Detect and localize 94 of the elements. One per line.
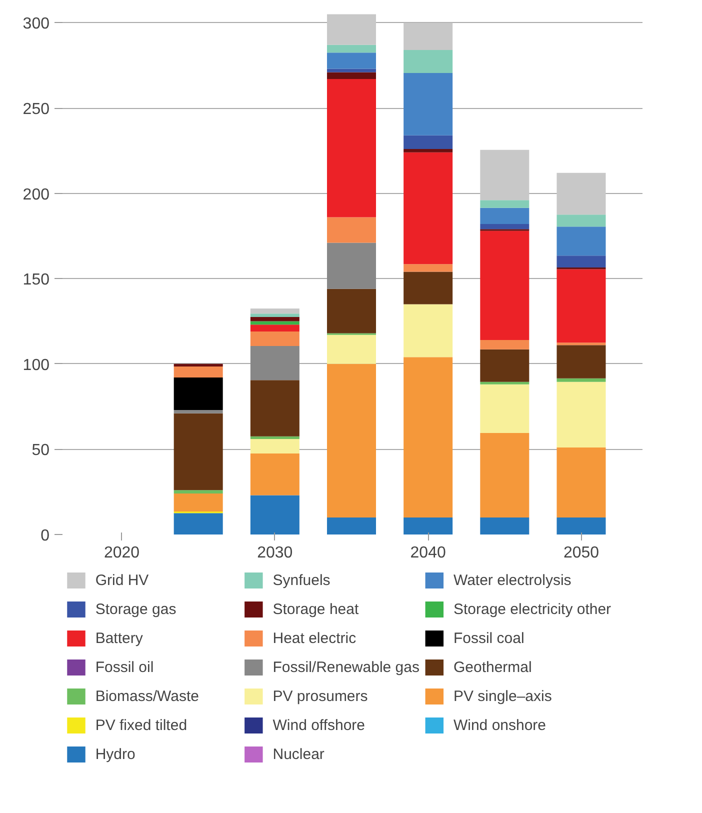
bar bbox=[326, 79, 376, 218]
legend-label: Battery bbox=[95, 630, 144, 647]
y-tick-label: 200 bbox=[22, 186, 50, 204]
bar bbox=[404, 50, 453, 74]
bar bbox=[480, 340, 530, 350]
bar bbox=[174, 364, 223, 366]
bar bbox=[556, 226, 606, 256]
bar bbox=[326, 44, 376, 53]
legend-label: Hydro bbox=[95, 746, 136, 763]
legend-label: Geothermal bbox=[453, 659, 532, 676]
legend-label: Biomass/Waste bbox=[95, 688, 199, 705]
legend-label: PV fixed tilted bbox=[95, 717, 188, 734]
legend-label: PV single–axis bbox=[453, 688, 552, 705]
bar bbox=[556, 256, 606, 268]
bar bbox=[404, 152, 453, 264]
bar bbox=[250, 495, 300, 534]
bar bbox=[404, 22, 453, 50]
y-tick-label: 150 bbox=[22, 272, 50, 289]
bar bbox=[404, 357, 453, 518]
bar bbox=[404, 148, 453, 152]
bar bbox=[250, 314, 300, 317]
bar bbox=[556, 382, 606, 448]
bar bbox=[174, 378, 223, 410]
bar bbox=[250, 436, 300, 439]
bar bbox=[556, 345, 606, 378]
bar bbox=[404, 264, 453, 272]
legend-label: Storage gas bbox=[95, 601, 176, 618]
bar bbox=[326, 334, 376, 364]
bar bbox=[404, 272, 453, 304]
legend-label: Synfuels bbox=[272, 572, 330, 589]
bar bbox=[480, 230, 530, 340]
bar bbox=[480, 224, 530, 230]
bar bbox=[174, 413, 223, 490]
bar bbox=[556, 214, 606, 227]
bar bbox=[326, 517, 376, 534]
bar bbox=[250, 324, 300, 332]
x-tick-label: 2020 bbox=[104, 544, 140, 562]
legend-label: Wind offshore bbox=[272, 717, 366, 734]
y-tick-label: 0 bbox=[40, 528, 50, 544]
y-tick-label: 250 bbox=[22, 101, 50, 118]
y-tick-label: 300 bbox=[22, 16, 50, 33]
bar bbox=[556, 342, 606, 346]
legend-label: Grid HV bbox=[95, 572, 149, 589]
bar bbox=[326, 14, 376, 45]
bar bbox=[326, 52, 376, 69]
bar bbox=[174, 513, 223, 534]
x-tick-label: 2030 bbox=[257, 544, 293, 562]
bar bbox=[480, 433, 530, 518]
bar bbox=[556, 378, 606, 382]
y-tick-label: 100 bbox=[22, 356, 50, 374]
bar bbox=[326, 217, 376, 243]
bar bbox=[480, 517, 530, 534]
bar bbox=[480, 150, 530, 200]
bar bbox=[480, 200, 530, 208]
bar bbox=[556, 448, 606, 518]
bar bbox=[326, 242, 376, 289]
bar bbox=[174, 366, 223, 378]
bar bbox=[174, 494, 223, 512]
legend-label: Wind onshore bbox=[453, 717, 546, 734]
bar bbox=[404, 304, 453, 358]
bar bbox=[556, 269, 606, 343]
x-tick-label: 2040 bbox=[410, 544, 446, 562]
bar bbox=[250, 346, 300, 380]
bar bbox=[480, 208, 530, 224]
bar bbox=[404, 73, 453, 136]
bar bbox=[326, 364, 376, 518]
legend-label: Fossil oil bbox=[95, 659, 154, 676]
legend-label: Nuclear bbox=[272, 746, 324, 763]
bar bbox=[250, 317, 300, 322]
legend-label: Fossil/Renewable gas bbox=[272, 659, 420, 676]
legend-label: Storage heat bbox=[272, 601, 360, 618]
legend-label: Fossil coal bbox=[453, 630, 524, 647]
bar bbox=[556, 172, 606, 215]
bar bbox=[404, 517, 453, 534]
legend-label: PV prosumers bbox=[272, 688, 368, 705]
bar bbox=[326, 288, 376, 334]
bar bbox=[250, 380, 300, 436]
legend-label: Storage electricity other bbox=[453, 601, 612, 618]
bar bbox=[250, 332, 300, 346]
bar bbox=[250, 438, 300, 454]
legend-label: Water electrolysis bbox=[453, 572, 572, 589]
bar bbox=[480, 382, 530, 384]
y-tick-label: 50 bbox=[32, 442, 50, 460]
bar bbox=[404, 135, 453, 149]
bar bbox=[480, 349, 530, 382]
bar bbox=[556, 517, 606, 534]
bar bbox=[250, 308, 300, 314]
bar bbox=[174, 410, 223, 414]
bar bbox=[326, 72, 376, 80]
bar bbox=[174, 490, 223, 494]
bar bbox=[250, 453, 300, 496]
x-tick-label: 2050 bbox=[563, 544, 600, 562]
legend-label: Heat electric bbox=[272, 630, 357, 647]
bar bbox=[480, 384, 530, 433]
